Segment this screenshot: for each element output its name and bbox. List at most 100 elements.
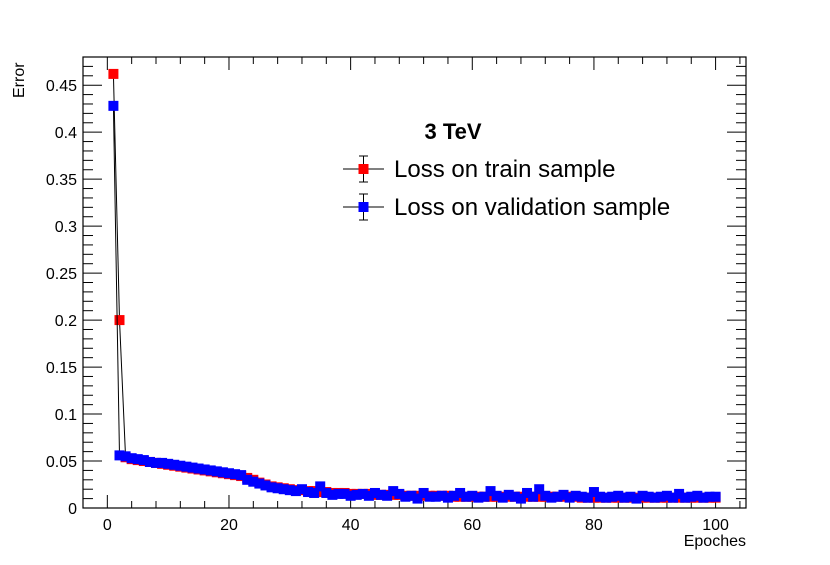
data-point — [680, 492, 691, 503]
data-point — [345, 490, 356, 501]
data-point — [339, 488, 350, 499]
data-point — [120, 451, 131, 462]
data-point — [278, 484, 289, 495]
data-point — [309, 487, 320, 498]
data-point — [485, 486, 496, 497]
data-point — [114, 315, 125, 326]
legend-train-marker — [358, 164, 369, 174]
data-point — [455, 487, 466, 498]
data-point — [376, 489, 387, 500]
data-point — [157, 457, 168, 468]
data-point — [613, 490, 624, 501]
data-point — [607, 491, 618, 502]
data-point — [315, 481, 326, 492]
legend-validation-label: Loss on validation sample — [394, 194, 670, 221]
data-series — [108, 68, 721, 504]
data-point — [169, 459, 180, 470]
data-point — [461, 491, 472, 502]
data-point — [643, 491, 654, 502]
y-tick-label: 0 — [68, 501, 77, 518]
data-point — [540, 490, 551, 501]
data-point — [479, 491, 490, 502]
x-tick-label: 20 — [220, 517, 238, 534]
data-point — [631, 493, 642, 504]
y-tick-label: 0.45 — [46, 78, 77, 95]
data-point — [144, 456, 155, 467]
data-point — [534, 484, 545, 495]
data-point — [296, 484, 307, 495]
x-tick-label: 0 — [103, 517, 112, 534]
data-point — [248, 476, 259, 487]
data-point — [357, 488, 368, 499]
data-point — [193, 463, 204, 474]
data-point — [698, 492, 709, 503]
data-point — [163, 458, 174, 469]
data-point — [661, 490, 672, 501]
legend-train-label: Loss on train sample — [394, 156, 615, 183]
legend-entry-validation: Loss on validation sample — [343, 193, 670, 221]
data-point — [351, 489, 362, 500]
data-point — [467, 490, 478, 501]
data-point — [655, 491, 666, 502]
data-point — [327, 489, 338, 500]
data-point — [582, 492, 593, 503]
y-tick-label: 0.05 — [46, 454, 77, 471]
data-point — [211, 466, 222, 477]
data-point — [315, 487, 326, 498]
data-point — [637, 490, 648, 501]
y-tick-label: 0.1 — [55, 407, 77, 424]
x-tick-label: 80 — [585, 517, 603, 534]
series-validation — [108, 100, 721, 504]
x-tick-label: 100 — [702, 517, 729, 534]
y-tick-label: 0.2 — [55, 313, 77, 330]
data-point — [187, 462, 198, 473]
data-point — [449, 490, 460, 501]
data-point — [181, 461, 192, 472]
data-point — [150, 457, 161, 468]
data-point — [692, 490, 703, 501]
y-axis-title: Error — [11, 62, 28, 98]
x-tick-label: 60 — [463, 517, 481, 534]
data-point — [674, 488, 685, 499]
data-point — [442, 492, 453, 503]
data-point — [290, 486, 301, 497]
legend: 3 TeV Loss on train sample Loss on valid… — [343, 119, 670, 221]
data-point — [199, 464, 210, 475]
data-point — [509, 491, 520, 502]
data-point — [132, 454, 143, 465]
data-point — [649, 492, 660, 503]
y-tick-label: 0.15 — [46, 360, 77, 377]
y-tick-label: 0.3 — [55, 219, 77, 236]
legend-validation-marker — [358, 202, 369, 212]
data-point — [400, 491, 411, 502]
data-point — [485, 491, 496, 502]
data-point — [126, 453, 137, 464]
y-tick-label: 0.25 — [46, 266, 77, 283]
data-point — [284, 485, 295, 496]
data-point — [108, 68, 119, 79]
data-point — [406, 490, 417, 501]
data-point — [266, 482, 277, 493]
data-point — [473, 492, 484, 503]
data-point — [503, 489, 514, 500]
x-axis-title: Epoches — [684, 533, 746, 550]
data-point — [108, 100, 119, 111]
data-point — [424, 491, 435, 502]
data-point — [436, 490, 447, 501]
x-tick-label: 40 — [342, 517, 360, 534]
data-point — [558, 489, 569, 500]
legend-entry-train: Loss on train sample — [343, 155, 615, 183]
data-point — [522, 487, 533, 498]
data-point — [382, 490, 393, 501]
x-tick-labels: 0 20 40 60 80 100 — [103, 517, 729, 534]
data-point — [601, 492, 612, 503]
data-point — [242, 474, 253, 485]
data-point — [430, 491, 441, 502]
data-point — [114, 450, 125, 461]
data-point — [175, 460, 186, 471]
data-point — [272, 483, 283, 494]
y-tick-label: 0.4 — [55, 125, 77, 142]
y-tick-labels: 0 0.05 0.1 0.15 0.2 0.25 0.3 0.35 0.4 0.45 — [46, 78, 77, 518]
